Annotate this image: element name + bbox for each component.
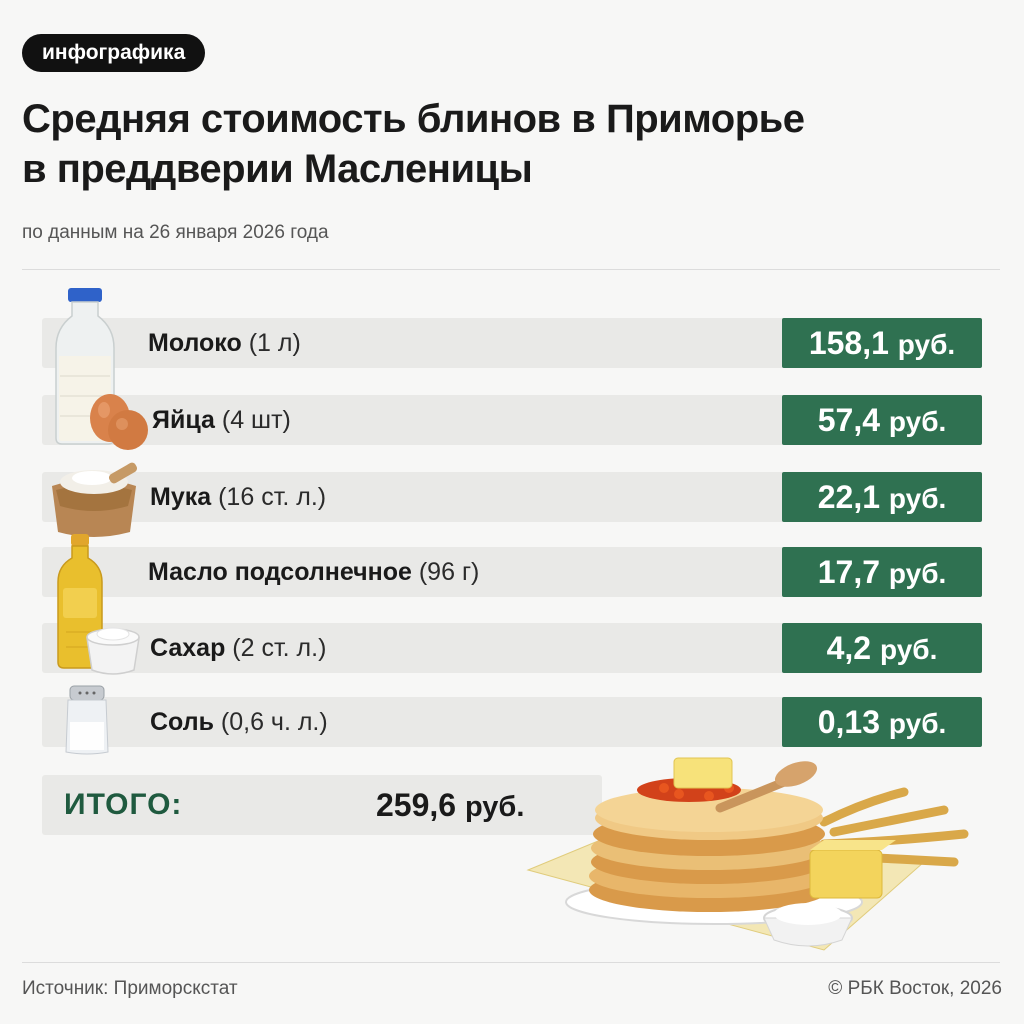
price-badge: 17,7 руб. [782, 547, 982, 597]
price-row-flour: Мука (16 ст. л.) 22,1 руб. [42, 472, 982, 522]
price-value: 0,13 [817, 704, 880, 740]
source-note: Источник: Приморскстат [22, 978, 238, 999]
row-label: Яйца (4 шт) [152, 395, 291, 445]
total-unit: руб. [464, 791, 525, 823]
flour-sack-icon [46, 462, 142, 542]
row-label: Соль (0,6 ч. л.) [150, 697, 328, 747]
price-unit: руб. [888, 558, 947, 589]
price-row-oil: Масло подсолнечное (96 г) 17,7 руб. [42, 547, 982, 597]
price-badge: 158,1 руб. [782, 318, 982, 368]
pancakes-illustration [524, 752, 974, 957]
price-value: 158,1 [808, 325, 889, 361]
item-quantity: (0,6 ч. л.) [220, 708, 328, 736]
price-value: 17,7 [817, 554, 880, 590]
bottom-divider [22, 962, 1000, 963]
total-value: 259,6 руб. [376, 775, 524, 837]
copyright: © РБК Восток, 2026 [828, 978, 1002, 999]
total-amount: 259,6 [376, 787, 457, 823]
price-badge: 4,2 руб. [782, 623, 982, 673]
price-unit: руб. [888, 406, 947, 437]
price-unit: руб. [888, 708, 947, 739]
item-name: Яйца [152, 406, 215, 434]
price-value: 57,4 [817, 402, 880, 438]
price-row-eggs: Яйца (4 шт) 57,4 руб. [42, 395, 982, 445]
item-quantity: (96 г) [418, 558, 480, 586]
price-value: 22,1 [817, 479, 880, 515]
top-divider [22, 269, 1000, 270]
price-badge: 22,1 руб. [782, 472, 982, 522]
sugar-bowl-icon [84, 620, 142, 678]
title-line-1: Средняя стоимость блинов в Приморье [22, 97, 805, 141]
price-unit: руб. [897, 329, 956, 360]
page-title: Средняя стоимость блинов в Приморье в пр… [22, 94, 922, 194]
price-row-sugar: Сахар (2 ст. л.) 4,2 руб. [42, 623, 982, 673]
eggs-icon [86, 390, 152, 452]
item-name: Мука [150, 483, 212, 511]
row-label: Мука (16 ст. л.) [150, 472, 326, 522]
row-label: Масло подсолнечное (96 г) [148, 547, 479, 597]
item-name: Молоко [148, 329, 242, 357]
category-tag: инфографика [22, 34, 206, 72]
item-quantity: (1 л) [248, 329, 301, 357]
subtitle: по данным на 26 января 2026 года [22, 222, 329, 243]
item-quantity: (16 ст. л.) [218, 483, 327, 511]
item-name: Сахар [150, 634, 226, 662]
total-row: ИТОГО: 259,6 руб. [42, 775, 602, 835]
price-row-milk: Молоко (1 л) 158,1 руб. [42, 318, 982, 368]
row-label: Молоко (1 л) [148, 318, 301, 368]
item-name: Масло подсолнечное [148, 558, 412, 586]
price-value: 4,2 [826, 630, 872, 666]
total-label: ИТОГО: [64, 788, 183, 821]
title-line-2: в преддверии Масленицы [22, 147, 533, 191]
price-badge: 57,4 руб. [782, 395, 982, 445]
price-unit: руб. [879, 634, 938, 665]
price-badge: 0,13 руб. [782, 697, 982, 747]
price-unit: руб. [888, 483, 947, 514]
salt-shaker-icon [62, 684, 112, 756]
item-quantity: (4 шт) [221, 406, 291, 434]
row-label: Сахар (2 ст. л.) [150, 623, 326, 673]
price-row-salt: Соль (0,6 ч. л.) 0,13 руб. [42, 697, 982, 747]
item-name: Соль [150, 708, 214, 736]
item-quantity: (2 ст. л.) [232, 634, 327, 662]
